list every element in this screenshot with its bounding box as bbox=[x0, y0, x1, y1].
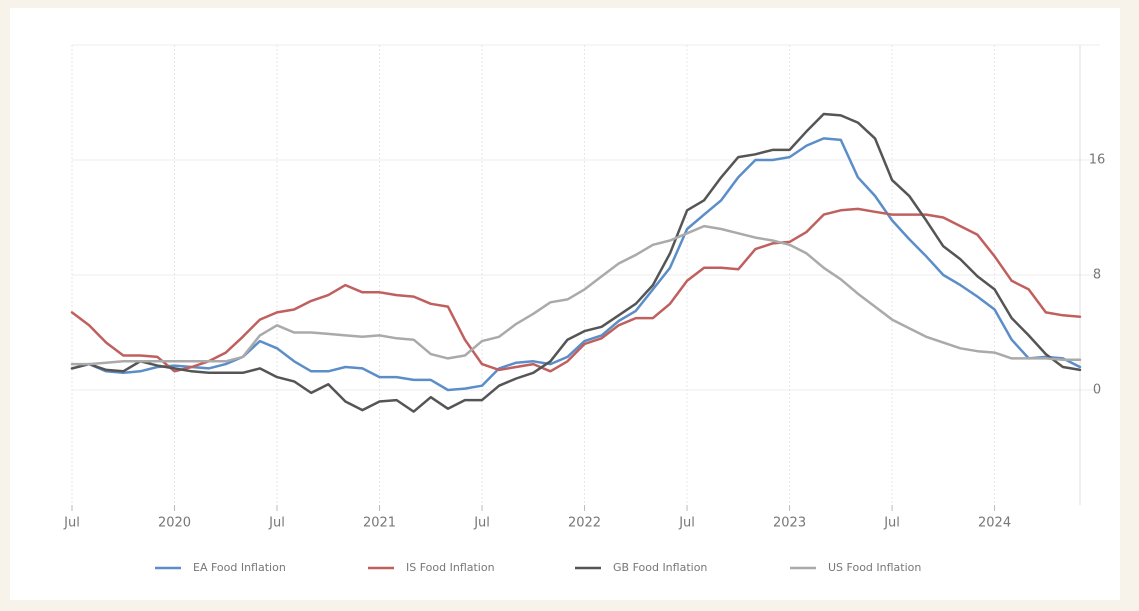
x-tick-label: Jul bbox=[883, 516, 900, 531]
legend-label: IS Food Inflation bbox=[406, 561, 495, 574]
x-tick-label: Jul bbox=[473, 516, 490, 531]
y-tick-label: 0 bbox=[1093, 383, 1101, 398]
x-tick-label: 2022 bbox=[568, 516, 601, 531]
x-tick-label: Jul bbox=[678, 516, 695, 531]
x-tick-label: 2021 bbox=[363, 516, 396, 531]
x-tick-label: 2020 bbox=[158, 516, 191, 531]
y-tick-label: 8 bbox=[1093, 268, 1101, 283]
y-tick-label: 16 bbox=[1089, 153, 1106, 168]
x-tick-label: Jul bbox=[268, 516, 285, 531]
series-line bbox=[70, 207, 1082, 373]
series-line bbox=[70, 112, 1082, 413]
legend-label: US Food Inflation bbox=[828, 561, 921, 574]
legend-label: EA Food Inflation bbox=[193, 561, 286, 574]
x-tick-label: 2023 bbox=[773, 516, 806, 531]
series-line bbox=[70, 224, 1082, 366]
panel bbox=[10, 8, 1120, 600]
x-tick-label: Jul bbox=[63, 516, 80, 531]
legend-label: GB Food Inflation bbox=[613, 561, 707, 574]
x-tick-label: 2024 bbox=[978, 516, 1011, 531]
